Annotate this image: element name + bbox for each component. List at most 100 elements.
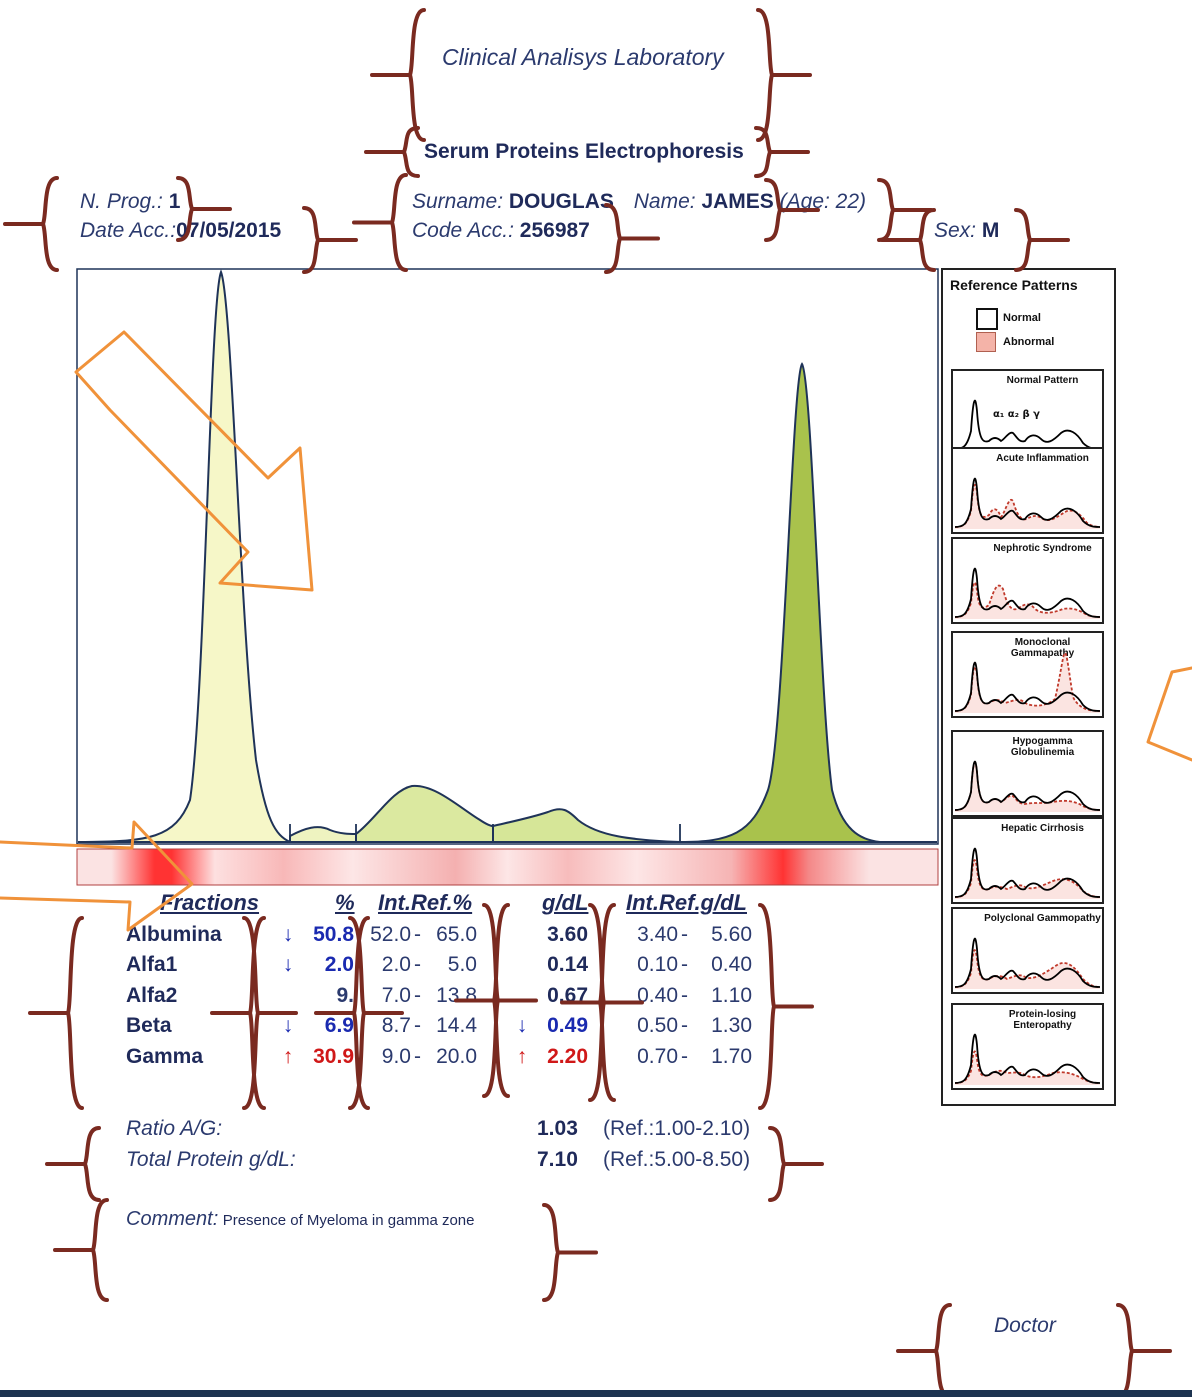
- bottom-bar: [0, 1390, 1192, 1397]
- curve-group: [77, 269, 937, 843]
- doctor-label: Doctor: [994, 1314, 1056, 1337]
- row-pct: 9.: [336, 984, 354, 1007]
- normal-curve: [954, 661, 1101, 712]
- row-pct: 2.0: [324, 953, 354, 976]
- row-ref-pct-high: 65.0: [436, 923, 477, 946]
- row-gdl-flag: ↓: [516, 1014, 528, 1037]
- abnormal-curve: [954, 483, 1101, 528]
- comment-row: Comment: Presence of Myeloma in gamma zo…: [126, 1208, 475, 1231]
- n-prog-value: 1: [168, 190, 181, 213]
- n-prog-row: N. Prog.: 1: [80, 190, 180, 214]
- row-ref-pct-high: 20.0: [436, 1045, 477, 1068]
- abnormal-curve: [954, 1050, 1101, 1084]
- abnormal-curve: [954, 581, 1101, 618]
- name-value: JAMES: [701, 190, 774, 213]
- normal-curve: [954, 937, 1101, 988]
- reference-pattern: Polyclonal Gammopathy: [951, 907, 1104, 994]
- reference-pattern: Nephrotic Syndrome: [951, 537, 1104, 624]
- col-header-pct: %: [335, 890, 355, 915]
- sex-value: M: [981, 219, 1000, 242]
- row-gdl: 0.49: [547, 1014, 588, 1037]
- abnormal-fill: [955, 950, 1100, 989]
- row-gdl: 2.20: [547, 1045, 588, 1068]
- abnormal-curve: [954, 859, 1101, 898]
- sex-row: Sex: M: [934, 219, 999, 243]
- reference-pattern-label: Nephrotic Syndrome: [993, 543, 1092, 554]
- reference-pattern-label: Acute Inflammation: [996, 453, 1089, 464]
- albumin-peak: [77, 269, 291, 843]
- row-ref-gdl-low: 3.40: [637, 923, 678, 946]
- row-ref-gdl-high: 0.40: [711, 953, 752, 976]
- total-label: Total Protein g/dL:: [126, 1148, 296, 1171]
- normal-curve: [954, 847, 1101, 898]
- alfa2-peak: [355, 784, 494, 843]
- date-acc-label: Date Acc.:: [80, 219, 177, 242]
- reference-pattern-label: Monoclonal Gammapathy: [1010, 637, 1075, 659]
- normal-curve: [954, 567, 1101, 618]
- row-ref-gdl-low: 0.10: [637, 953, 678, 976]
- reference-pattern: Monoclonal Gammapathy: [951, 631, 1104, 718]
- row-pct-flag: ↓: [282, 923, 294, 946]
- reference-pattern-label: Normal Pattern: [1006, 375, 1079, 386]
- normal-curve: [954, 760, 1101, 811]
- reference-pattern-label: Hypogamma Globulinemia: [1010, 736, 1075, 758]
- n-prog-label: N. Prog.:: [80, 190, 163, 213]
- row-pct-flag: ↓: [282, 1014, 294, 1037]
- col-header-fractions: Fractions: [160, 890, 260, 915]
- row-name: Alfa2: [126, 984, 178, 1007]
- row-ref-pct-low: 52.0: [370, 923, 411, 946]
- normal-curve: [954, 1033, 1101, 1084]
- row-name: Albumina: [126, 923, 222, 946]
- abnormal-fill: [955, 582, 1100, 619]
- row-ref-gdl-low: 0.50: [637, 1014, 678, 1037]
- total-ref: (Ref.:5.00-8.50): [603, 1148, 751, 1171]
- lab-name: Clinical Analisys Laboratory: [442, 44, 724, 70]
- normal-curve: [954, 477, 1101, 528]
- row-ref-gdl-high: 1.70: [711, 1045, 752, 1068]
- ratio-label: Ratio A/G:: [126, 1117, 223, 1140]
- row-name: Beta: [126, 1014, 172, 1037]
- legend-abnormal-swatch: [976, 332, 996, 352]
- row-gdl: 0.14: [547, 953, 588, 976]
- row-ref-gdl-low: 0.70: [637, 1045, 678, 1068]
- reference-pattern: Hypogamma Globulinemia: [951, 730, 1104, 817]
- reference-pattern-label: Protein-losing Enteropathy: [1008, 1009, 1077, 1031]
- row-pct: 6.9: [324, 1014, 354, 1037]
- alfa1-peak: [289, 826, 357, 843]
- reference-pattern: Protein-losing Enteropathy: [951, 1003, 1104, 1090]
- comment-text: Presence of Myeloma in gamma zone: [222, 1212, 475, 1229]
- surname-label: Surname:: [412, 190, 504, 213]
- reference-pattern: Hepatic Cirrhosis: [951, 817, 1104, 904]
- row-gdl-flag: ↑: [516, 1045, 528, 1068]
- row-pct: 50.8: [313, 923, 354, 946]
- legend-abnormal-label: Abnormal: [1003, 336, 1055, 348]
- col-header-ref-gdl: Int.Ref.g/dL: [626, 890, 747, 915]
- code-acc-value: 256987: [519, 219, 590, 242]
- reference-pattern: Acute Inflammation: [951, 447, 1104, 534]
- row-ref-gdl-high: 5.60: [711, 923, 752, 946]
- abnormal-fill: [955, 1051, 1100, 1085]
- beta-peak: [492, 808, 681, 843]
- row-name: Alfa1: [126, 953, 178, 976]
- total-value: 7.10: [537, 1148, 578, 1171]
- row-ref-pct-high: 14.4: [436, 1014, 477, 1037]
- reference-patterns-title: Reference Patterns: [950, 277, 1078, 293]
- row-ref-pct-low: 8.7: [381, 1014, 411, 1037]
- ratio-value: 1.03: [537, 1117, 578, 1140]
- reference-pattern-label: Polyclonal Gammopathy: [984, 913, 1101, 924]
- legend-normal-label: Normal: [1003, 312, 1041, 324]
- normal-curve: [954, 399, 1101, 450]
- col-header-ref-pct: Int.Ref.%: [378, 890, 473, 915]
- row-pct-flag: ↓: [282, 953, 294, 976]
- row-gdl: 0.67: [547, 984, 588, 1007]
- name-row: Surname: DOUGLAS Name: JAMES (Age: 22): [412, 190, 866, 214]
- reference-pattern-label: Hepatic Cirrhosis: [1001, 823, 1084, 834]
- row-ref-gdl-high: 1.30: [711, 1014, 752, 1037]
- greek-labels: α₁ α₂ β γ: [993, 409, 1040, 420]
- row-pct-flag: ↑: [282, 1045, 294, 1068]
- row-ref-gdl-low: 0.40: [637, 984, 678, 1007]
- row-ref-pct-low: 2.0: [381, 953, 411, 976]
- row-ref-pct-high: 5.0: [447, 953, 477, 976]
- row-ref-pct-low: 7.0: [381, 984, 411, 1007]
- row-ref-pct-high: 13.8: [436, 984, 477, 1007]
